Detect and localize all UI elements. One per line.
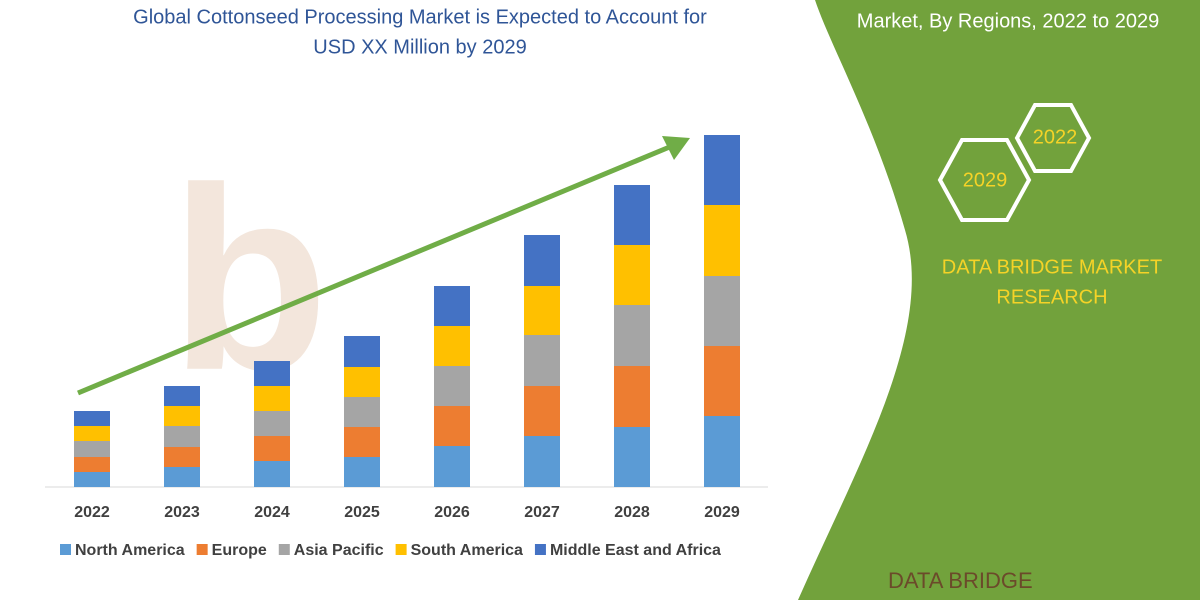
hex-label: 2022 (1033, 126, 1078, 148)
panel-title: Market, By Regions, 2022 to 2029 (857, 10, 1159, 32)
bar-segment (434, 446, 470, 487)
bar-segment (614, 185, 650, 245)
bar-segment (614, 427, 650, 487)
logo-text: DATA BRIDGE (888, 568, 1033, 593)
legend-swatch (395, 544, 407, 555)
x-tick-label: 2024 (254, 504, 290, 521)
x-tick-label: 2029 (704, 504, 740, 521)
bar-segment (704, 135, 740, 205)
bar-segment (434, 286, 470, 326)
legend-label: Middle East and Africa (550, 542, 721, 559)
bar-segment (254, 461, 290, 487)
bar-segment (74, 457, 110, 472)
bar-segment (344, 367, 380, 397)
bar-segment (614, 305, 650, 366)
bar-segment (704, 276, 740, 346)
bar-segment (164, 406, 200, 426)
bar-segment (74, 411, 110, 426)
bar-segment (344, 427, 380, 457)
side-panel (798, 0, 1200, 600)
x-tick-label: 2025 (344, 504, 380, 521)
chart-title: USD XX Million by 2029 (313, 36, 526, 58)
legend-swatch (278, 544, 290, 555)
bar-segment (704, 346, 740, 416)
bar-segment (344, 457, 380, 487)
x-tick-label: 2022 (74, 504, 110, 521)
bar-segment (524, 386, 560, 436)
bar-segment (344, 336, 380, 367)
legend-swatch (196, 544, 208, 555)
brand-text: RESEARCH (996, 286, 1107, 308)
bar-segment (524, 335, 560, 386)
legend-swatch (60, 544, 71, 555)
bar-segment (434, 406, 470, 446)
bar-segment (74, 426, 110, 441)
hexagon (1014, 103, 1092, 173)
x-tick-label: 2028 (614, 504, 650, 521)
bar-segment (164, 467, 200, 487)
bar-segment (434, 326, 470, 366)
bar-segment (254, 361, 290, 386)
chart-title: Global Cottonseed Processing Market is E… (133, 6, 707, 28)
watermark: b (170, 135, 329, 425)
bar-segment (524, 286, 560, 335)
bar-segment (704, 205, 740, 276)
trend-arrowhead (662, 136, 690, 160)
bar-segment (254, 386, 290, 411)
x-tick-label: 2027 (524, 504, 560, 521)
legend-label: South America (411, 542, 523, 559)
bar-segment (254, 436, 290, 461)
x-tick-label: 2023 (164, 504, 200, 521)
bar-segment (614, 245, 650, 305)
trend-arrow (77, 143, 673, 396)
bar-segment (254, 411, 290, 436)
hexagon (937, 138, 1032, 222)
bar-segment (704, 416, 740, 487)
bar-segment (344, 397, 380, 427)
x-tick-label: 2026 (434, 504, 470, 521)
brand-text: DATA BRIDGE MARKET (942, 256, 1162, 278)
bar-segment (164, 447, 200, 467)
legend-swatch (534, 544, 546, 555)
bar-segment (74, 472, 110, 487)
legend-label: Asia Pacific (294, 542, 384, 559)
bar-segment (614, 366, 650, 427)
bar-segment (434, 366, 470, 406)
bar-segment (164, 426, 200, 447)
hex-label: 2029 (963, 169, 1008, 191)
legend-label: North America (75, 542, 185, 559)
bar-segment (524, 436, 560, 487)
bar-segment (74, 441, 110, 457)
legend-label: Europe (212, 542, 267, 559)
bar-segment (164, 386, 200, 406)
bar-segment (524, 235, 560, 286)
